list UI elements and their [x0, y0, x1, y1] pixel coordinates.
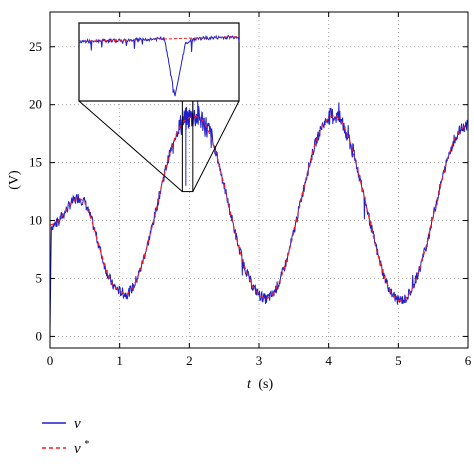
x-tick-label: 5 [395, 353, 402, 368]
x-tick-label: 1 [116, 353, 123, 368]
x-tick-label: 6 [465, 353, 472, 368]
y-axis-label: (V) [7, 170, 22, 190]
y-tick-label: 20 [29, 97, 42, 112]
inset-frame [78, 22, 240, 102]
legend-label-v: v [74, 416, 81, 432]
y-tick-label: 25 [29, 39, 42, 54]
x-axis-label-symbol: t [247, 377, 252, 392]
inset-series-v-star-line [78, 36, 240, 42]
series-v-star-line [49, 114, 469, 302]
legend-label-v-star-sup: * [84, 439, 89, 450]
x-axis-label: t (s) [247, 377, 274, 392]
y-tick-label: 15 [29, 155, 42, 170]
y-tick-label: 0 [36, 328, 43, 343]
legend-label-v-star-base: v [74, 441, 81, 457]
y-tick-label: 5 [36, 270, 43, 285]
inset-zoom [78, 22, 240, 193]
x-tick-label: 0 [47, 353, 54, 368]
y-tick-label: 10 [29, 213, 42, 228]
x-tick-label: 2 [186, 353, 193, 368]
plot-area [49, 90, 469, 331]
series-v-line [49, 102, 469, 331]
x-axis-label-unit: (s) [258, 377, 273, 392]
axis-ticks: 0 1 2 3 4 5 6 0 5 10 15 20 25 [29, 12, 472, 368]
legend-label-v-star: v * [74, 439, 89, 457]
legend: v v * [42, 416, 89, 457]
zoom-connector-left [78, 100, 183, 192]
x-tick-label: 4 [325, 353, 332, 368]
x-tick-label: 3 [256, 353, 263, 368]
zoom-connector-right [192, 100, 240, 192]
